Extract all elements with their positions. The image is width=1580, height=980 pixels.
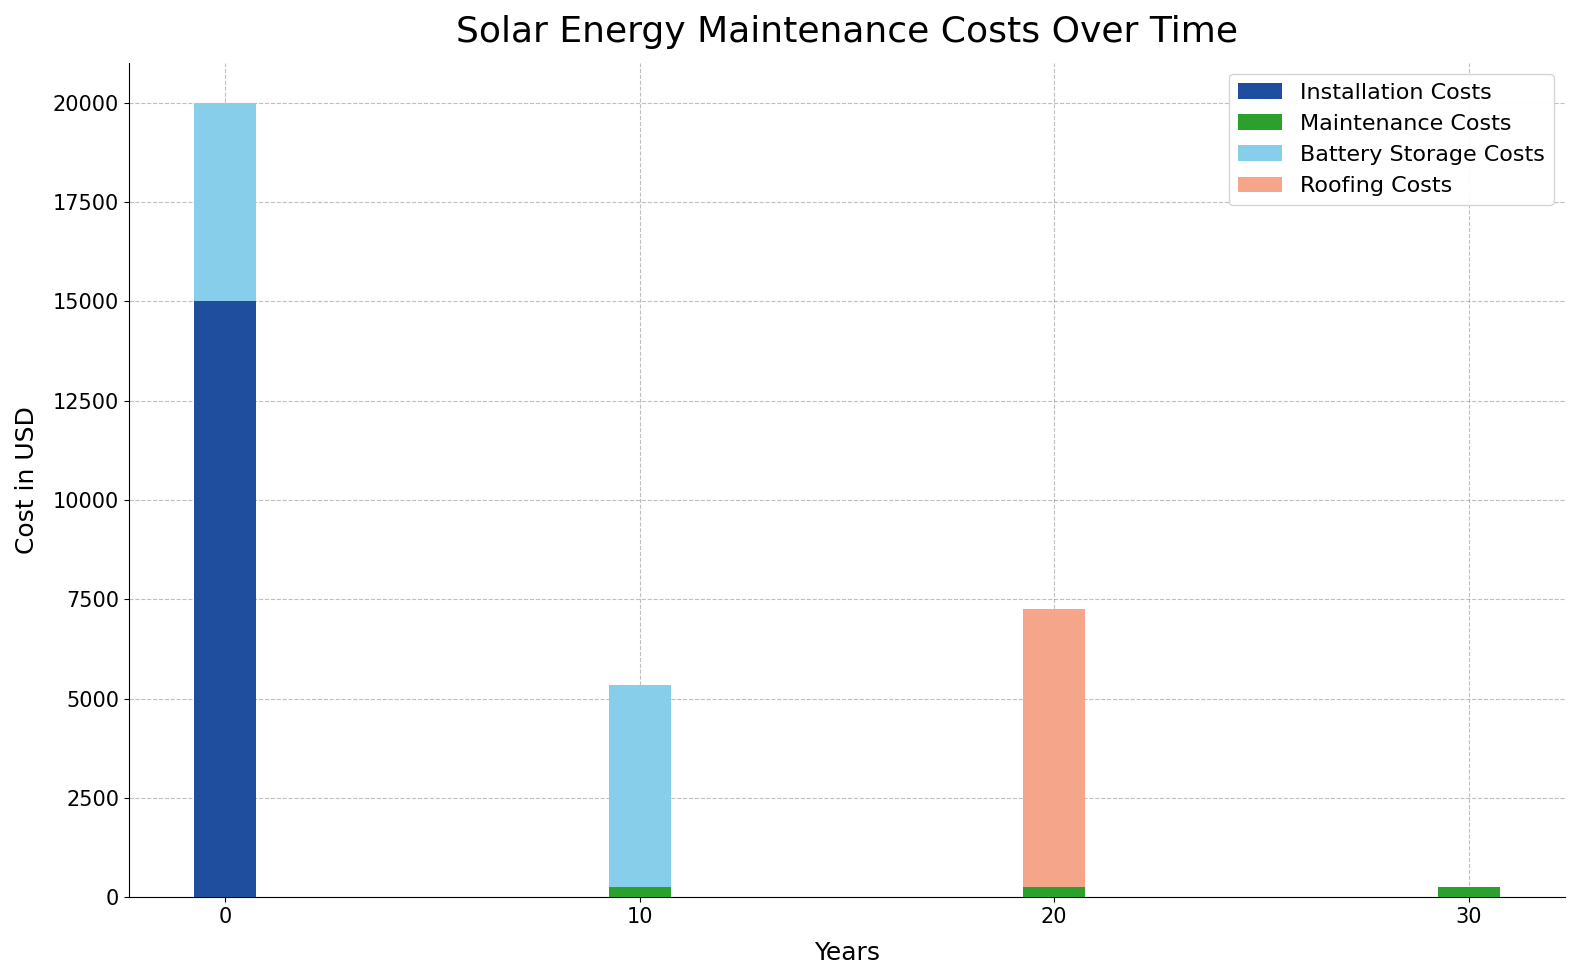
Bar [608,685,672,888]
Title: Solar Energy Maintenance Costs Over Time: Solar Energy Maintenance Costs Over Time [457,15,1239,49]
Bar [1024,610,1085,888]
Y-axis label: Cost in USD: Cost in USD [14,406,40,554]
Bar [1024,888,1085,898]
Bar [1438,888,1499,898]
Legend: Installation Costs, Maintenance Costs, Battery Storage Costs, Roofing Costs: Installation Costs, Maintenance Costs, B… [1229,74,1553,205]
X-axis label: Years: Years [814,941,880,965]
Bar [194,301,256,898]
Bar [194,103,256,301]
Bar [608,888,672,898]
